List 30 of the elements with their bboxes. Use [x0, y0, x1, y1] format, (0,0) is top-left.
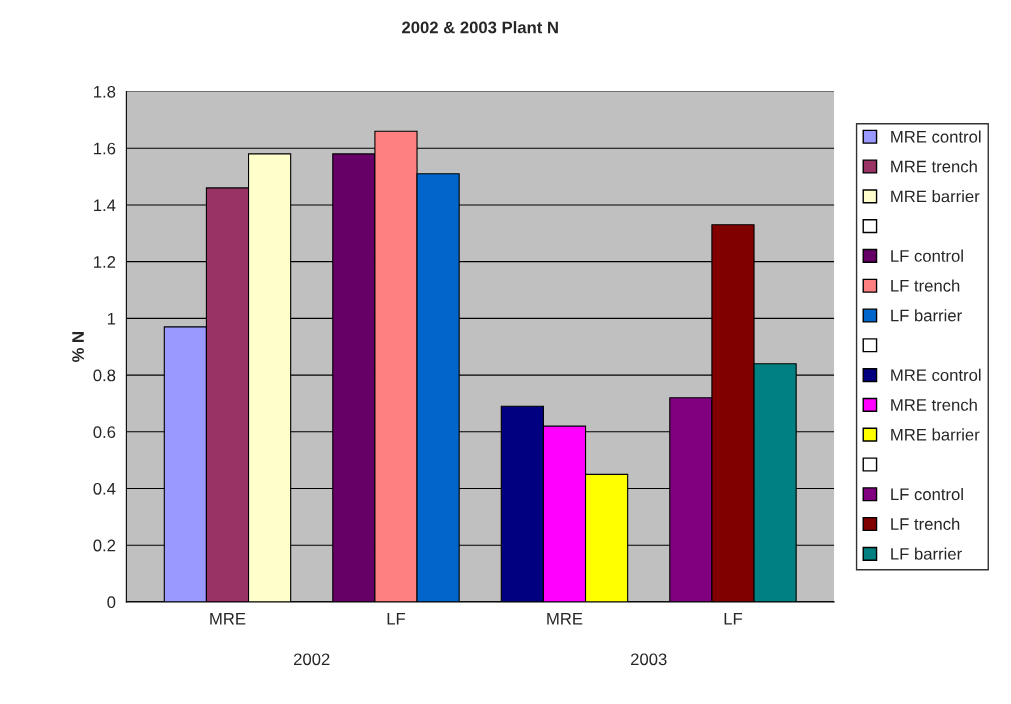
legend-label: LF control — [891, 487, 963, 501]
y-tick-label: 1.2 — [94, 256, 116, 268]
text: 2003 — [631, 653, 667, 666]
legend-label: LF control — [891, 249, 963, 262]
legend-label: MRE trench — [891, 160, 977, 173]
y-tick-label: 1 — [107, 312, 116, 325]
x-tick-label: MRE — [210, 612, 246, 625]
x-tick-label: MRE — [547, 612, 583, 625]
y-tick-label: 0.6 — [93, 426, 116, 438]
legend-label: MRE barrier — [891, 190, 980, 203]
y-tick-label: 1.4 — [94, 199, 116, 211]
y-tick-label: 0 — [107, 596, 116, 609]
legend-label: MRE barrier — [891, 428, 980, 441]
chart-title: 2002 & 2003 Plant N — [402, 21, 558, 34]
legend-label: MRE control — [891, 368, 981, 382]
legend-label: LF barrier — [891, 547, 962, 560]
y-axis-title: % N — [72, 332, 84, 363]
legend-label: MRE control — [891, 130, 981, 143]
y-tick-label: 0.4 — [93, 482, 116, 495]
legend-label: LF barrier — [891, 309, 962, 322]
legend-label: LF trench — [891, 279, 960, 292]
y-tick-label: 1.6 — [94, 142, 116, 155]
y-tick-label: 0.8 — [93, 369, 116, 382]
x-tick-label: LF — [387, 612, 406, 625]
y-tick-label: 0.2 — [93, 539, 116, 552]
text: 2002 — [294, 653, 330, 666]
x-tick-label: LF — [724, 612, 743, 625]
legend-label: MRE trench — [891, 398, 977, 411]
legend-label: LF trench — [891, 517, 960, 530]
y-tick-label: 1.8 — [94, 85, 116, 98]
